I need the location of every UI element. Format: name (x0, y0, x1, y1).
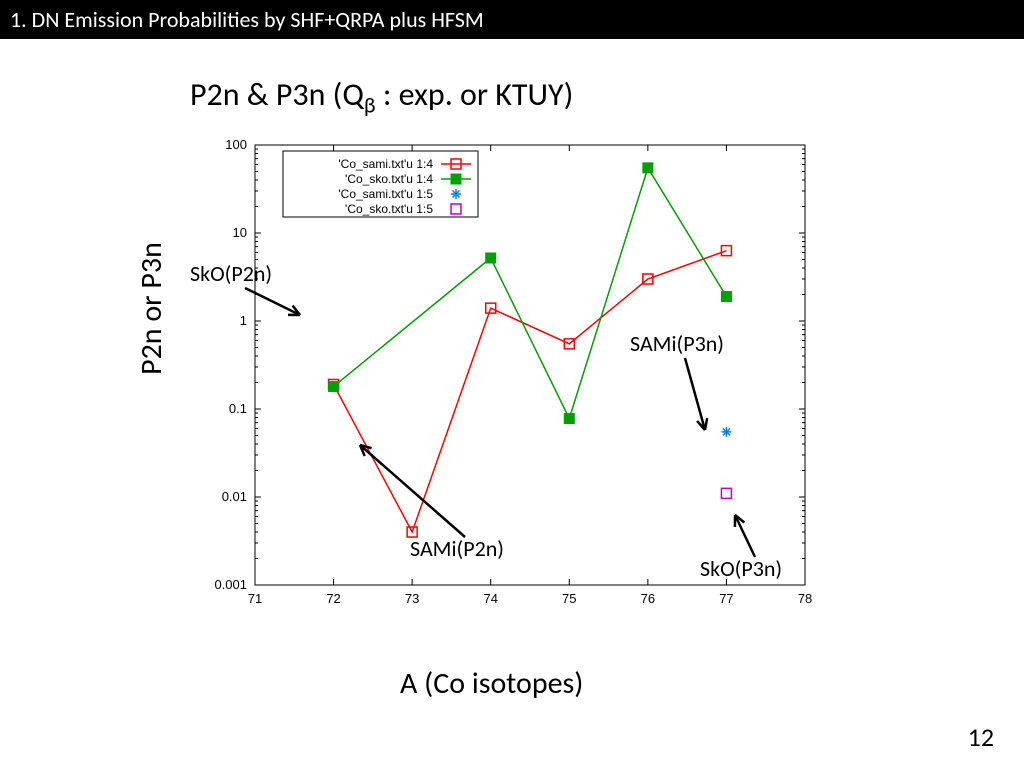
svg-text:'Co_sko.txt'u 1:5: 'Co_sko.txt'u 1:5 (345, 202, 433, 216)
svg-text:'Co_sko.txt'u 1:4: 'Co_sko.txt'u 1:4 (345, 172, 433, 186)
svg-text:1: 1 (240, 313, 247, 328)
svg-text:0.01: 0.01 (222, 489, 247, 504)
svg-text:72: 72 (326, 591, 340, 606)
svg-text:100: 100 (225, 137, 247, 152)
annotation-sko_p2n_lbl: SkO(P2n) (190, 260, 272, 287)
page-number: 12 (968, 721, 994, 753)
annotation-sko_p3n_lbl: SkO(P3n) (700, 555, 782, 582)
svg-text:73: 73 (405, 591, 419, 606)
annotation-sami_p2n_lbl: SAMi(P2n) (410, 535, 504, 562)
chart-title: P2n & P3n (Qβ : exp. or KTUY) (190, 75, 573, 118)
svg-text:71: 71 (248, 591, 262, 606)
svg-text:75: 75 (562, 591, 576, 606)
svg-text:76: 76 (641, 591, 655, 606)
chart-plot-area: 0.001 0.01 0.1 1 10 100 71 72 73 74 75 76 77 78 'Co_sa… (200, 130, 820, 620)
svg-text:77: 77 (719, 591, 733, 606)
chart-title-suffix: : exp. or KTUY) (376, 75, 574, 114)
svg-text:0.1: 0.1 (229, 401, 247, 416)
svg-text:10: 10 (233, 225, 247, 240)
header-bar: 1. DN Emission Probabilities by SHF+QRPA… (0, 0, 1024, 39)
chart-svg: 0.001 0.01 0.1 1 10 100 71 72 73 74 75 76 77 78 'Co_sa… (200, 130, 820, 620)
x-axis-label: A (Co isotopes) (400, 665, 583, 702)
header-title: 1. DN Emission Probabilities by SHF+QRPA… (10, 6, 484, 33)
y-axis-label: P2n or P3n (133, 242, 170, 375)
svg-text:0.001: 0.001 (214, 577, 247, 592)
svg-text:'Co_sami.txt'u 1:5: 'Co_sami.txt'u 1:5 (338, 187, 433, 201)
annotation-sami_p3n_lbl: SAMi(P3n) (630, 330, 724, 357)
svg-text:78: 78 (798, 591, 812, 606)
svg-text:'Co_sami.txt'u 1:4: 'Co_sami.txt'u 1:4 (338, 157, 433, 171)
chart-title-prefix: P2n & P3n (Q (190, 75, 364, 114)
chart-title-sub: β (364, 91, 376, 118)
svg-text:74: 74 (483, 591, 497, 606)
